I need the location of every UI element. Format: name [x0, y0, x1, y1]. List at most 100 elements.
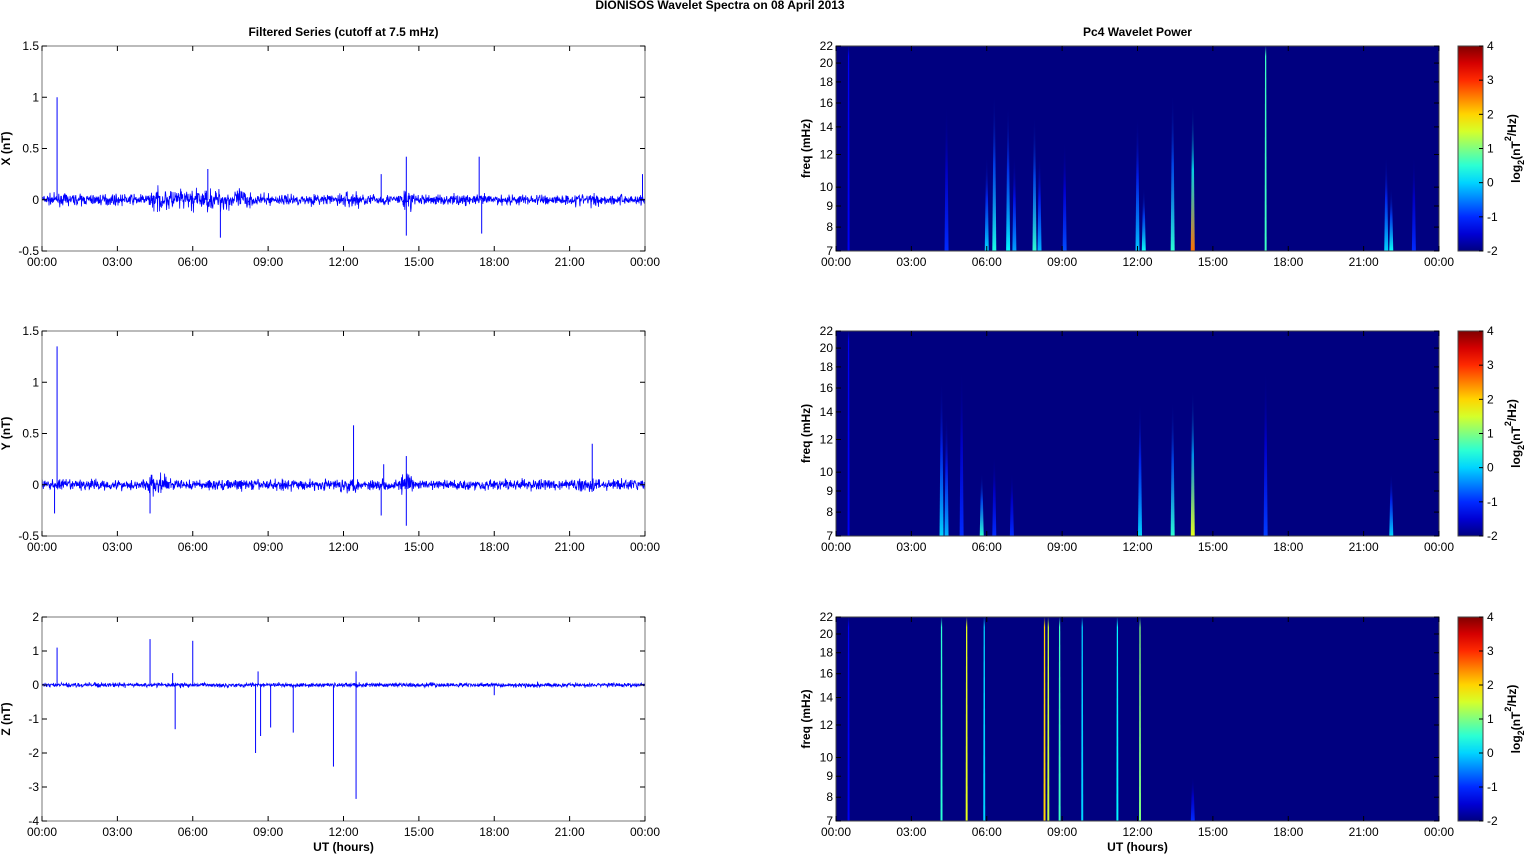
y-tick-label: 12: [820, 433, 834, 447]
power-event: [1006, 103, 1011, 251]
y-tick-label: 7: [826, 244, 833, 258]
colorbar-label-part: 2: [1516, 160, 1525, 165]
colorbar-tick-label: -2: [1487, 244, 1498, 258]
power-event: [992, 455, 997, 536]
colorbar-label-part: (nT: [1509, 426, 1523, 445]
colorbar-tick-label: -1: [1487, 210, 1498, 224]
colorbar-tick-label: 4: [1487, 39, 1494, 53]
x-tick-label: 09:00: [253, 540, 283, 554]
series-line: [41, 185, 646, 213]
timeseries-panel-z: -4 -3 -2 -1 0 1 2 Z (nT) 00:00 03:00 06:00 09:00 12:…: [0, 610, 660, 854]
power-event: [965, 617, 968, 821]
x-tick-label: 15:00: [404, 825, 434, 839]
y-tick-label: 20: [820, 627, 834, 641]
x-tick-label: 12:00: [328, 540, 358, 554]
x-tick-label: 18:00: [1273, 255, 1303, 269]
y-tick-label: 1: [32, 644, 39, 658]
x-tick-label: 00:00: [1424, 825, 1454, 839]
x-tick-label: 09:00: [1047, 255, 1077, 269]
panel-title: Filtered Series (cutoff at 7.5 mHz): [248, 25, 438, 39]
power-event: [1135, 114, 1140, 251]
colorbar-label-part: /Hz): [1505, 399, 1519, 421]
y-tick-label: 10: [820, 750, 834, 764]
y-tick-label: -2: [28, 746, 39, 760]
x-tick-label: 18:00: [479, 255, 509, 269]
power-event: [1062, 140, 1067, 251]
colorbar-label-part: (nT: [1509, 711, 1523, 730]
y-tick-label: 14: [820, 691, 834, 705]
y-tick-label: 10: [820, 180, 834, 194]
colorbar-tick-label: -1: [1487, 780, 1498, 794]
y-tick-label: 18: [820, 360, 834, 374]
x-tick-label: 12:00: [1122, 540, 1152, 554]
x-tick-label: 00:00: [630, 540, 660, 554]
power-event: [1138, 399, 1143, 536]
power-event: [983, 617, 986, 821]
x-tick-label: 03:00: [896, 255, 926, 269]
power-event: [1190, 103, 1195, 251]
y-axis-label: X (nT): [0, 132, 13, 166]
series-line: [41, 472, 646, 497]
x-tick-label: 00:00: [821, 255, 851, 269]
x-tick-label: 21:00: [555, 540, 585, 554]
power-event: [1116, 617, 1119, 821]
x-tick-label: 06:00: [972, 825, 1002, 839]
y-tick-label: 22: [820, 324, 834, 338]
y-tick-label: 1: [32, 375, 39, 389]
x-tick-label: 21:00: [1349, 540, 1379, 554]
y-tick-label: 16: [820, 96, 834, 110]
x-tick-label: 03:00: [102, 255, 132, 269]
y-tick-label: 0: [32, 678, 39, 692]
y-tick-label: 12: [820, 718, 834, 732]
y-tick-label: 0.5: [22, 427, 39, 441]
colorbar-label-part: log: [1509, 165, 1523, 183]
x-tick-label: 00:00: [1424, 540, 1454, 554]
power-event: [1047, 617, 1050, 821]
power-event: [1384, 154, 1389, 251]
power-event: [1012, 154, 1017, 251]
colorbar-label-part: 2: [1503, 421, 1513, 426]
colorbar-tick-label: -2: [1487, 814, 1498, 828]
y-tick-label: 22: [820, 610, 834, 624]
x-tick-label: 06:00: [178, 255, 208, 269]
power-event: [847, 617, 850, 821]
y-tick-label: -0.5: [18, 244, 39, 258]
figure-title: DIONISOS Wavelet Spectra on 08 April 201…: [595, 0, 845, 12]
x-tick-label: 12:00: [1122, 825, 1152, 839]
x-tick-label: 18:00: [479, 825, 509, 839]
y-tick-label: 0: [32, 478, 39, 492]
colorbar-tick-label: 1: [1487, 427, 1494, 441]
timeseries-panel-x: -0.5 0 0.5 1 1.5 X (nT) 00:00 03:00 06:00 09:00 12…: [0, 25, 660, 269]
colorbar-tick-label: -2: [1487, 529, 1498, 543]
y-tick-label: -4: [28, 814, 39, 828]
power-event: [1058, 617, 1061, 821]
plot-area: [42, 46, 645, 251]
colorbar-label-part: (nT: [1509, 141, 1523, 160]
colorbar-label-part: 2: [1503, 707, 1513, 712]
colorbar-label-part: 2: [1516, 730, 1525, 735]
colorbar-tick-label: 2: [1487, 107, 1494, 121]
x-tick-label: 00:00: [630, 825, 660, 839]
power-event: [1170, 92, 1175, 251]
colorbar: [1457, 616, 1484, 822]
colorbar-tick-label: 0: [1487, 176, 1494, 190]
colorbar-label: log2(nT2/Hz): [1503, 685, 1525, 754]
y-tick-label: 1.5: [22, 39, 39, 53]
y-tick-label: 9: [826, 484, 833, 498]
x-tick-label: 15:00: [1198, 255, 1228, 269]
y-tick-label: 0.5: [22, 142, 39, 156]
power-event: [1190, 776, 1195, 821]
x-tick-label: 00:00: [27, 825, 57, 839]
x-tick-label: 00:00: [1424, 255, 1454, 269]
colorbar-tick-label: -1: [1487, 495, 1498, 509]
y-tick-label: 9: [826, 769, 833, 783]
x-tick-label: 03:00: [102, 825, 132, 839]
power-event: [979, 472, 984, 536]
y-tick-label: 22: [820, 39, 834, 53]
colorbar-label-part: log: [1509, 735, 1523, 753]
y-tick-label: 0: [32, 193, 39, 207]
